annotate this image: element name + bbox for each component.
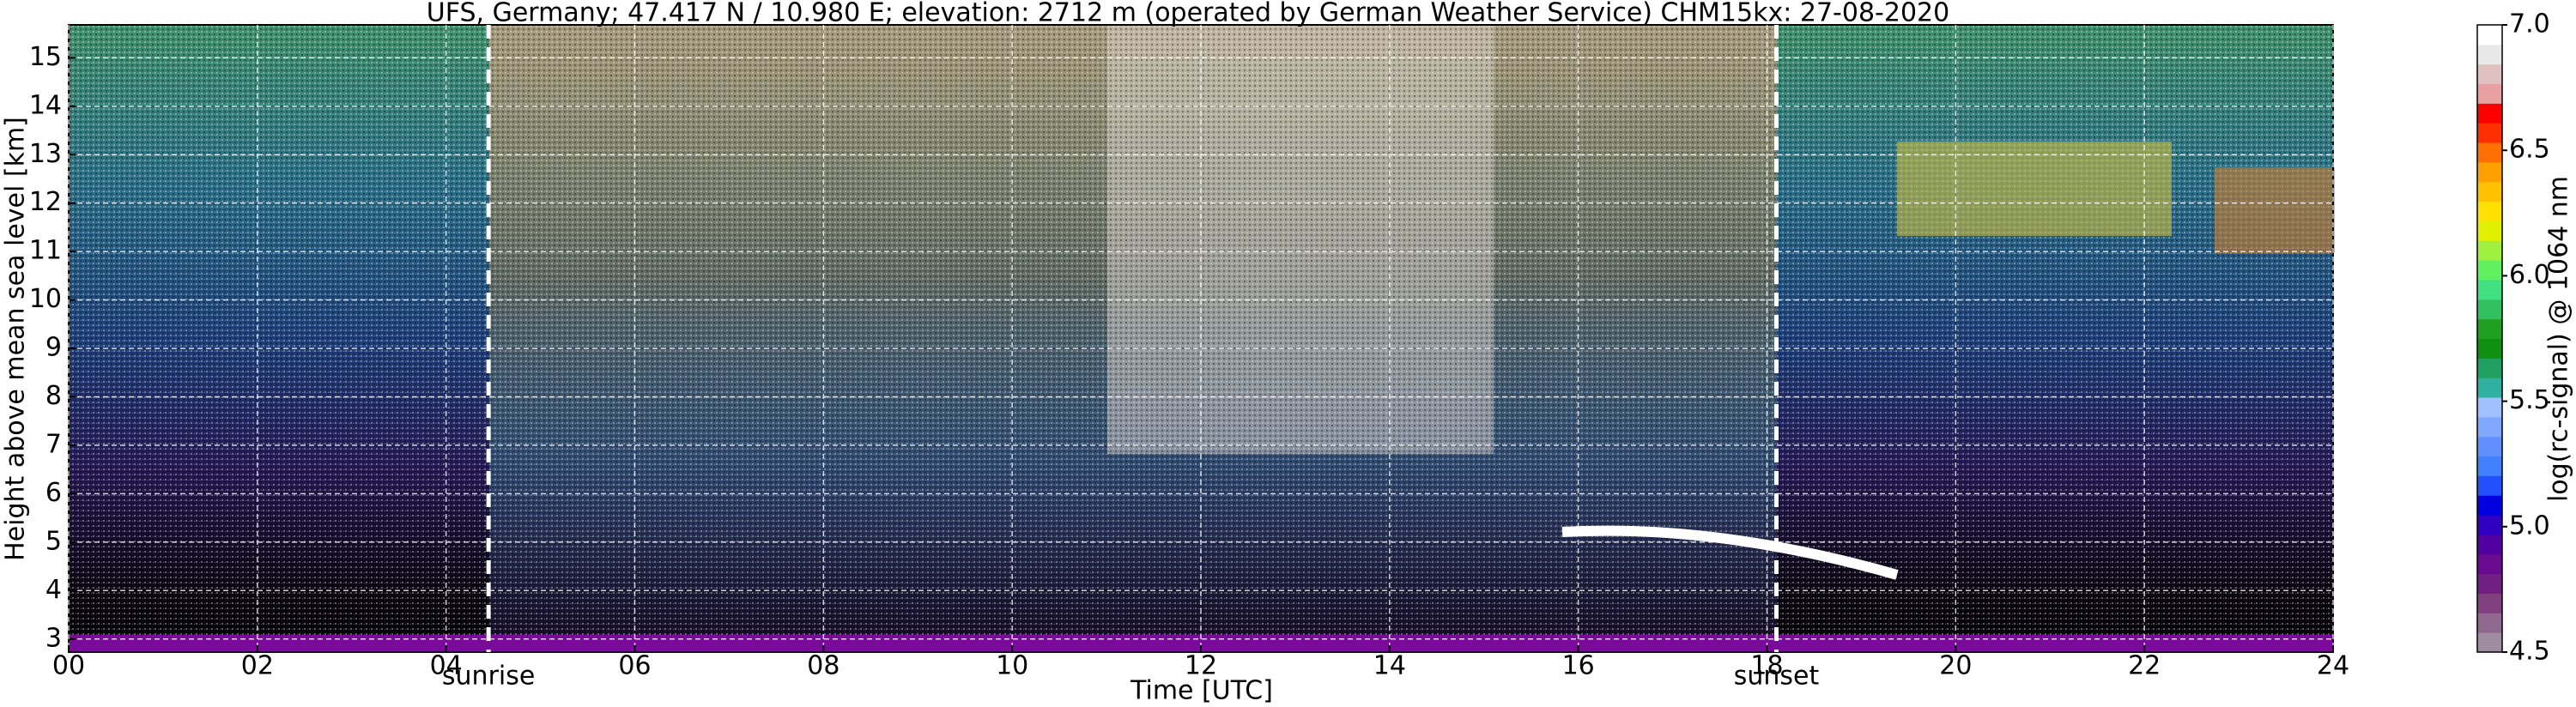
x-tick-label: 02 bbox=[241, 651, 274, 681]
x-axis-label: Time [UTC] bbox=[1130, 676, 1273, 706]
x-tick-label: 20 bbox=[1939, 651, 1972, 681]
y-tick-label: 14 bbox=[29, 90, 62, 120]
colorbar-tick-label: 6.5 bbox=[2509, 135, 2550, 165]
colorbar-swatch bbox=[2477, 221, 2502, 241]
y-tick-label: 12 bbox=[29, 187, 62, 217]
colorbar-swatch bbox=[2477, 515, 2502, 535]
colorbar-tick-label: 6.0 bbox=[2509, 260, 2550, 290]
colorbar-swatch bbox=[2477, 240, 2502, 261]
colorbar-swatch bbox=[2477, 534, 2502, 555]
colorbar-swatch bbox=[2477, 103, 2502, 124]
x-tick-label: 06 bbox=[618, 651, 651, 681]
y-tick-label: 5 bbox=[45, 526, 62, 556]
colorbar-swatch bbox=[2477, 201, 2502, 221]
x-tick-label: 08 bbox=[807, 651, 839, 681]
annotation-label: sunset bbox=[1734, 662, 1820, 692]
x-tick-label: 18 bbox=[1750, 651, 1783, 681]
x-tick-label: 00 bbox=[52, 651, 85, 681]
colorbar-tick-label: 4.5 bbox=[2509, 637, 2550, 667]
colorbar-swatch bbox=[2477, 475, 2502, 496]
colorbar-swatch bbox=[2477, 378, 2502, 398]
y-tick-label: 11 bbox=[29, 236, 62, 266]
colorbar-swatch bbox=[2477, 63, 2502, 85]
colorbar-swatch bbox=[2477, 318, 2502, 339]
colorbar-swatch bbox=[2477, 573, 2502, 594]
colorbar-label: log(rc-signal) @ 1064 nm bbox=[2544, 176, 2574, 502]
y-tick-label: 13 bbox=[29, 139, 62, 169]
colorbar-swatch bbox=[2477, 456, 2502, 476]
colorbar-tick-label: 5.0 bbox=[2509, 511, 2550, 541]
x-tick-label: 24 bbox=[2317, 651, 2349, 681]
colorbar-swatch bbox=[2477, 495, 2502, 516]
colorbar-swatch bbox=[2477, 553, 2502, 575]
x-tick-label: 12 bbox=[1185, 651, 1217, 681]
colorbar-swatch bbox=[2477, 44, 2502, 65]
colorbar-swatch bbox=[2477, 593, 2502, 613]
y-tick-label: 6 bbox=[45, 478, 62, 508]
colorbar-swatch bbox=[2477, 83, 2502, 104]
colorbar-swatch bbox=[2477, 279, 2502, 300]
colorbar-swatch bbox=[2477, 181, 2502, 202]
x-tick-label: 14 bbox=[1373, 651, 1406, 681]
annotation-label: sunrise bbox=[442, 662, 535, 692]
colorbar-swatch bbox=[2477, 25, 2502, 45]
x-tick-label: 16 bbox=[1562, 651, 1595, 681]
colorbar-swatch bbox=[2477, 338, 2502, 359]
colorbar-swatch bbox=[2477, 397, 2502, 418]
colorbar-swatch bbox=[2477, 358, 2502, 378]
y-tick-label: 3 bbox=[45, 623, 62, 653]
colorbar-swatch bbox=[2477, 416, 2502, 438]
y-tick-label: 10 bbox=[29, 284, 62, 314]
colorbar-swatch bbox=[2477, 299, 2502, 320]
colorbar-swatch bbox=[2477, 142, 2502, 163]
y-axis-label: Height above mean sea level [km] bbox=[1, 117, 31, 561]
colorbar-swatch bbox=[2477, 632, 2502, 653]
chart-title: UFS, Germany; 47.417 N / 10.980 E; eleva… bbox=[427, 0, 1949, 28]
colorbar-swatch bbox=[2477, 161, 2502, 183]
colorbar-frame bbox=[2476, 24, 2503, 653]
colorbar-tick-label: 7.0 bbox=[2509, 9, 2550, 39]
colorbar-swatch bbox=[2477, 613, 2502, 633]
colorbar-tick-label: 5.5 bbox=[2509, 385, 2550, 415]
y-tick-label: 8 bbox=[45, 381, 62, 411]
y-tick-label: 4 bbox=[45, 575, 62, 605]
y-tick-label: 9 bbox=[45, 333, 62, 363]
colorbar-swatch bbox=[2477, 260, 2502, 281]
colorbar-swatch bbox=[2477, 436, 2502, 457]
x-tick-label: 10 bbox=[996, 651, 1028, 681]
x-tick-label: 22 bbox=[2128, 651, 2161, 681]
colorbar-swatch bbox=[2477, 123, 2502, 143]
y-tick-label: 7 bbox=[45, 429, 62, 459]
plot-background bbox=[69, 25, 2335, 652]
y-tick-label: 15 bbox=[29, 42, 62, 72]
x-tick-label: 04 bbox=[430, 651, 463, 681]
